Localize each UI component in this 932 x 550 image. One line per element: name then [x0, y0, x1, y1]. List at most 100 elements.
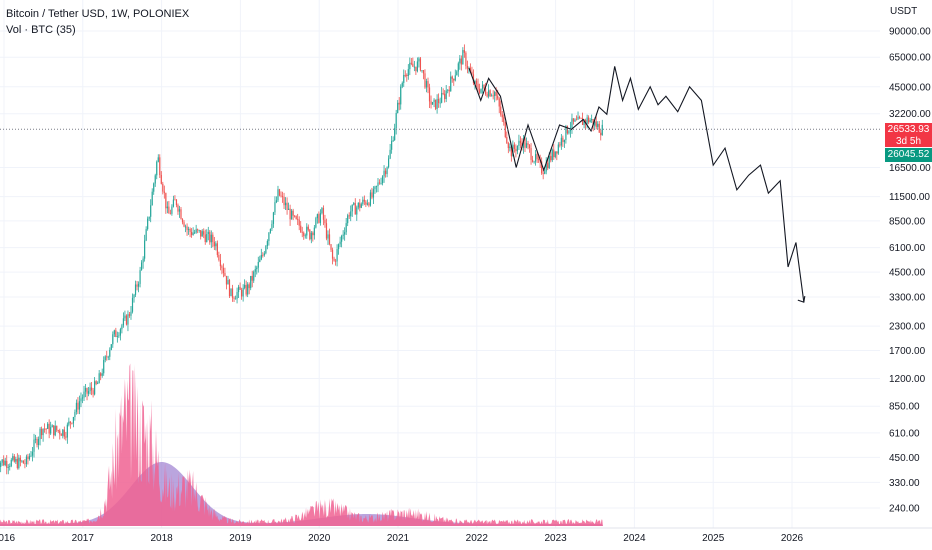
candle-body: [507, 143, 509, 149]
time-tick-label: 2024: [623, 533, 646, 544]
candle-body: [444, 93, 446, 100]
candle-body: [598, 123, 600, 133]
candle-body: [583, 119, 585, 126]
candle-body: [147, 218, 149, 230]
candle-body: [578, 116, 581, 119]
candle-body: [86, 388, 88, 394]
candle-body: [268, 232, 270, 242]
candle-body: [303, 232, 305, 236]
candle-body: [477, 83, 479, 90]
candle-body: [424, 73, 426, 88]
candle-body: [128, 314, 131, 316]
price-axis[interactable]: 240.00 330.00 450.00 610.00 850.00 1200.00 170…: [889, 27, 931, 515]
candle-body: [354, 203, 356, 215]
candle-body: [228, 280, 231, 297]
price-tick-label: 240.00: [889, 504, 920, 515]
candle-body: [233, 297, 235, 299]
candle-body: [244, 284, 246, 288]
candle-body: [453, 78, 455, 81]
candle-body: [353, 203, 355, 205]
candle-body: [51, 425, 53, 428]
candle-body: [209, 231, 211, 243]
price-tick-label: 3300.00: [889, 293, 926, 304]
candle-body: [397, 102, 399, 114]
candle-body: [118, 335, 120, 337]
candle-body: [548, 156, 550, 169]
candle-body: [563, 139, 565, 143]
candle-body: [137, 283, 140, 287]
candle-body: [451, 76, 453, 79]
candle-body: [106, 356, 108, 358]
candle-body: [310, 232, 312, 240]
volume-indicator-label[interactable]: Vol · BTC (35): [6, 24, 76, 36]
candle-body: [365, 201, 367, 205]
candle-body: [462, 50, 464, 65]
candle-body: [595, 121, 597, 127]
time-tick-label: 2021: [387, 533, 410, 544]
candle-body: [380, 183, 382, 184]
candle-body: [395, 113, 397, 129]
candle-body: [562, 137, 564, 143]
candle-body: [359, 202, 361, 208]
candle-body: [103, 360, 105, 374]
candle-body: [347, 215, 349, 224]
candle-body: [381, 176, 384, 184]
candle-body: [341, 235, 343, 242]
volume-ma-area: [0, 462, 603, 526]
candle-body: [488, 90, 490, 97]
candle-body: [442, 92, 444, 94]
candle-body: [300, 225, 302, 232]
candle-body: [248, 284, 250, 289]
candle-body: [142, 258, 144, 263]
time-tick-label: 2025: [702, 533, 725, 544]
candle-body: [394, 128, 396, 141]
candle-body: [524, 138, 526, 148]
candle-body: [269, 228, 272, 233]
candle-body: [474, 80, 476, 84]
candle-body: [328, 234, 331, 245]
candle-body: [494, 92, 496, 96]
candle-body: [334, 260, 337, 262]
price-tick-label: 65000.00: [889, 53, 931, 64]
candle-body: [44, 428, 46, 430]
candle-body: [418, 58, 420, 62]
candle-body: [284, 202, 287, 206]
candle-body: [306, 226, 308, 236]
candle-body: [266, 241, 268, 247]
candle-body: [486, 93, 488, 97]
candle-body: [122, 318, 125, 326]
candle-body: [101, 373, 103, 376]
currency-label: USDT: [890, 6, 918, 17]
candle-body: [107, 356, 109, 358]
candle-body: [421, 70, 423, 71]
candle-body: [19, 457, 21, 462]
candle-body: [530, 148, 532, 160]
candle-body: [330, 244, 332, 250]
candle-body: [195, 229, 197, 233]
candle-body: [515, 148, 517, 152]
price-tick-label: 6100.00: [889, 243, 926, 254]
price-tick-label: 8500.00: [889, 216, 926, 227]
time-axis[interactable]: 2016 2017 2018 2019 2020 2021 2022 2023 2024 2025…: [0, 527, 932, 544]
candle-body: [528, 145, 531, 149]
candle-body: [295, 216, 297, 219]
candle-body: [15, 458, 17, 462]
candle-body: [271, 223, 273, 229]
candle-body: [216, 243, 218, 255]
symbol-title[interactable]: Bitcoin / Tether USD, 1W, POLONIEX: [6, 8, 190, 20]
candle-body: [518, 140, 520, 146]
candle-body: [100, 373, 102, 376]
candle-body: [383, 170, 385, 177]
candle-body: [206, 234, 208, 243]
candle-body: [160, 174, 162, 184]
candle-body: [398, 102, 400, 105]
candle-body: [162, 183, 164, 192]
candle-body: [169, 213, 171, 215]
candle-body: [163, 191, 165, 193]
candle-body: [501, 114, 503, 118]
candle-body: [175, 199, 178, 206]
candle-body: [72, 417, 75, 424]
candle-body: [345, 223, 347, 233]
candle-body: [318, 214, 320, 223]
